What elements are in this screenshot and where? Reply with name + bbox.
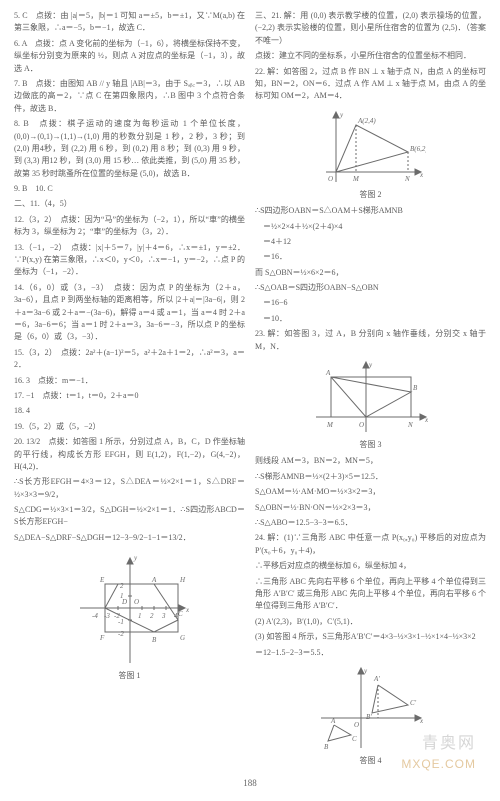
figure-3: A B M O N x y 答图 3 <box>255 357 486 451</box>
item-20b: S△CDG＝½×3×1＝3/2，S△DGH＝½×2×1＝1．∴S四边形ABCD＝… <box>14 504 245 529</box>
watermark-url: MXQE.COM <box>401 755 476 774</box>
svg-text:1: 1 <box>138 612 142 620</box>
svg-text:C: C <box>178 610 183 618</box>
svg-text:-1: -1 <box>118 618 124 626</box>
svg-text:2: 2 <box>150 612 154 620</box>
svg-text:M: M <box>326 421 334 429</box>
item-22f: ∴S△OAB＝S四边形OABN−S△OBN <box>255 282 486 294</box>
svg-text:M: M <box>352 175 360 183</box>
svg-text:H: H <box>179 576 186 584</box>
item-15: 15.（3，2） 点拨：2a²＋(a−1)²＝5，a²＋2a＋1＝2，∴a²＝3… <box>14 347 245 372</box>
svg-text:B: B <box>152 636 157 644</box>
figure-2: O M N x y A(2,4) B(6,2) 答图 2 <box>255 107 486 201</box>
item-22g: ＝16−6 <box>255 297 486 309</box>
svg-text:O: O <box>328 175 333 183</box>
item-11: 二、11.（4，5） <box>14 198 245 210</box>
svg-text:A: A <box>151 576 157 584</box>
svg-text:C: C <box>352 735 357 743</box>
item-22b: ＝½×2×4＋½×(2＋4)×4 <box>255 221 486 233</box>
svg-text:x: x <box>419 171 424 179</box>
item-20c: S△DEA−S△DRF−S△DGH＝12−3−9/2−1−1＝13/2． <box>14 532 245 544</box>
figure-2-caption: 答图 2 <box>360 189 382 201</box>
item-5: 5. C 点拨：由 |a|＝5，|b|＝1 可知 a＝±5，b＝±1，又∵M(a… <box>14 10 245 35</box>
item-20a: ∴S长方形EFGH＝4×3＝12，S△DEA＝½×2×1＝1，S△DRF＝½×3… <box>14 476 245 501</box>
figure-1-caption: 答图 1 <box>119 670 141 682</box>
item-18: 18. 4 <box>14 405 245 417</box>
svg-text:A: A <box>330 717 336 725</box>
svg-text:G: G <box>180 634 185 642</box>
svg-text:O: O <box>359 421 364 429</box>
item-20: 20. 13/2 点拨：如答图 1 所示，分别过点 A，B，C，D 作坐标轴的平… <box>14 436 245 473</box>
page-number: 188 <box>14 777 486 791</box>
svg-text:-3: -3 <box>104 612 110 620</box>
item-9-10: 9. B 10. C <box>14 183 245 195</box>
svg-text:O: O <box>354 721 359 729</box>
svg-text:B: B <box>324 743 329 751</box>
item-23d: S△OBN＝½·BN·ON＝½×2×3＝3， <box>255 502 486 514</box>
figure-4-caption: 答图 4 <box>360 755 382 767</box>
svg-text:x: x <box>419 717 424 725</box>
item-24e: ＝12−1.5−2−3＝5.5． <box>255 647 486 659</box>
svg-text:N: N <box>404 175 410 183</box>
svg-text:O: O <box>134 598 139 606</box>
svg-text:-4: -4 <box>92 612 98 620</box>
item-16: 16. 3 点拨：m＝−1． <box>14 375 245 387</box>
item-19: 19.（5，2）或（5，−2） <box>14 421 245 433</box>
item-24b: ∴三角形 ABC 先向右平移 6 个单位，再向上平移 4 个单位得到三角形 A′… <box>255 576 486 613</box>
item-6: 6. A 点拨：点 A 变化前的坐标为（−1，6），将横坐标保持不变，纵坐标分别… <box>14 38 245 75</box>
item-7: 7. B 点拨：由图知 AB // y 轴且 |AB|＝3，由于 Sₐᵦ꜀＝3，… <box>14 78 245 115</box>
item-23e: ∴S△ABO＝12.5−3−3＝6.5． <box>255 517 486 529</box>
item-24d: (3) 如答图 4 所示，S三角形A′B′C′＝4×3−½×3×1−½×1×4−… <box>255 631 486 643</box>
item-24c: (2) A′(2,3)，B′(1,0)，C′(5,1)． <box>255 616 486 628</box>
item-22a: ∴S四边形OABN＝S△OAM＋S梯形AMNB <box>255 205 486 217</box>
item-23b: ∴S梯形AMNB＝½×(2＋3)×5＝12.5． <box>255 471 486 483</box>
item-24: 24. 解：(1)∵三角形 ABC 中任意一点 P(x₀,y₀) 平移后的对应点… <box>255 532 486 557</box>
item-14: 14.（6，0）或（3，−3） 点拨：因为点 P 的坐标为（2＋a，3a−6），… <box>14 282 245 344</box>
item-21a: 点拨：建立不同的坐标系，小星所住宿舍的位置坐标不相同． <box>255 50 486 62</box>
svg-text:y: y <box>133 554 138 562</box>
svg-text:B: B <box>413 384 418 392</box>
svg-text:C′: C′ <box>410 699 417 707</box>
svg-text:3: 3 <box>161 612 166 620</box>
svg-text:y: y <box>339 111 344 119</box>
svg-text:y: y <box>363 667 368 675</box>
svg-text:E: E <box>99 576 105 584</box>
svg-text:F: F <box>99 634 105 642</box>
svg-text:1: 1 <box>120 592 124 600</box>
svg-text:A(2,4): A(2,4) <box>357 117 376 125</box>
figure-1: EAH FBG DC Oxy -4-3-2 1234 21 -1-2 答图 1 <box>14 548 245 682</box>
item-22d: ＝16． <box>255 251 486 263</box>
item-23a: 则线段 AM＝3，BN＝2，MN＝5， <box>255 455 486 467</box>
svg-text:x: x <box>185 606 190 614</box>
svg-text:B(6,2): B(6,2) <box>410 145 426 153</box>
item-23: 23. 解：如答图 3，过 A，B 分别向 x 轴作垂线，分别交 x 轴于 M，… <box>255 328 486 353</box>
item-22: 22. 解：如答图 2，过点 B 作 BN ⊥ x 轴于点 N，由点 A 的坐标… <box>255 66 486 103</box>
item-17: 17. −1 点拨：t＝1，t＝0，2＋a＝0 <box>14 390 245 402</box>
watermark-cn: 青奥网 <box>422 732 476 757</box>
svg-text:2: 2 <box>120 582 124 590</box>
item-22e: 而 S△OBN＝½×6×2＝6， <box>255 267 486 279</box>
svg-text:A: A <box>325 369 331 377</box>
item-12: 12.（3，2） 点拨：因为“马”的坐标为（−2，1），所以“車”的横坐标为 3… <box>14 214 245 239</box>
item-22c: ＝4＋12 <box>255 236 486 248</box>
item-13: 13.（−1，−2） 点拨：|x|＋5＝7，|y|＋4＝6，∴x＝±1，y＝±2… <box>14 242 245 279</box>
item-22h: ＝10． <box>255 313 486 325</box>
svg-text:A′: A′ <box>373 675 380 683</box>
item-23c: S△OAM＝½·AM·MO＝½×3×2＝3， <box>255 486 486 498</box>
svg-text:y: y <box>368 361 373 369</box>
item-24a: ∴平移后对应点的横坐标加 6，纵坐标加 4， <box>255 560 486 572</box>
figure-3-caption: 答图 3 <box>360 439 382 451</box>
svg-text:B′: B′ <box>366 713 372 721</box>
svg-text:x: x <box>424 416 429 424</box>
item-21: 三、21. 解：用 (0,0) 表示教学楼的位置，(2,0) 表示操场的位置，(… <box>255 10 486 47</box>
item-8: 8. B 点拨：棋子运动的速度为每秒运动 1 个单位长度，(0,0)→(0,1)… <box>14 118 245 180</box>
svg-text:N: N <box>407 421 413 429</box>
svg-text:4: 4 <box>174 612 178 620</box>
svg-text:-2: -2 <box>118 630 124 638</box>
